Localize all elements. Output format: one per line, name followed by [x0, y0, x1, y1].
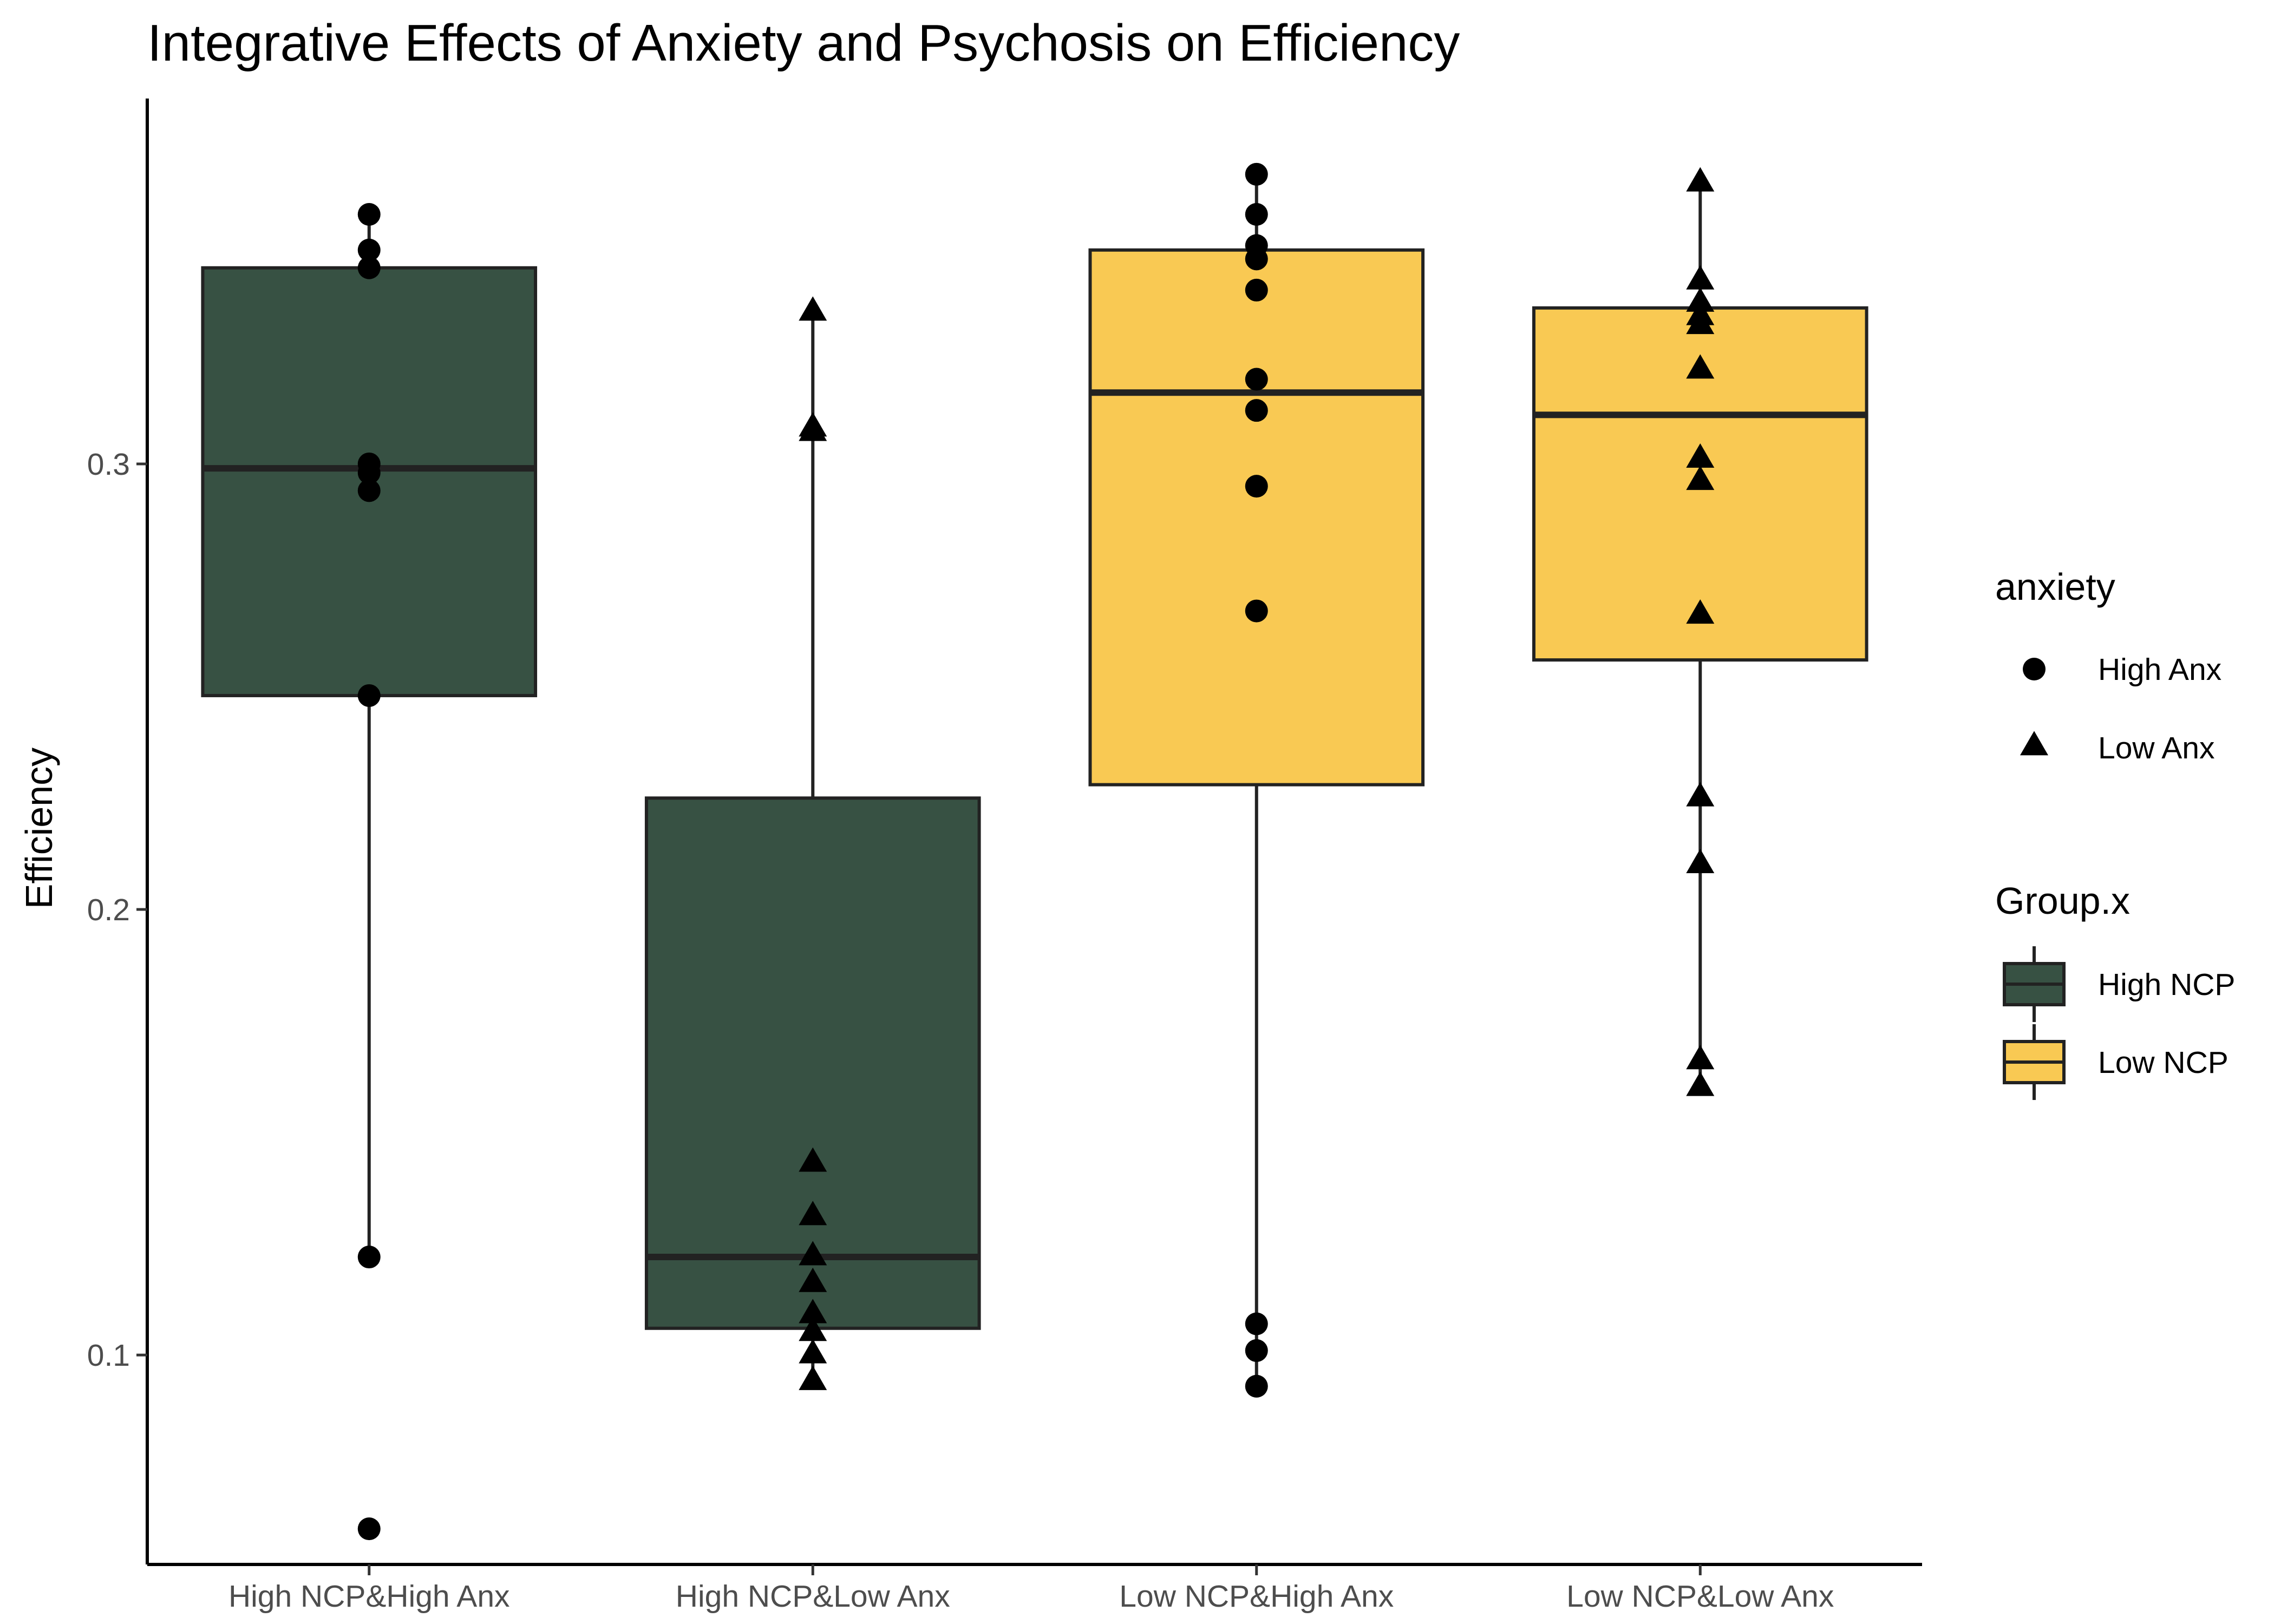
point-low-anx — [1686, 599, 1715, 624]
point-low-anx — [1686, 287, 1715, 312]
legend-label-high-anx: High Anx — [2098, 652, 2221, 687]
legend-key-group-2 — [2003, 1024, 2066, 1100]
point-high-anx — [357, 238, 381, 261]
point-high-anx — [357, 1246, 381, 1269]
plot-area — [201, 162, 1868, 1541]
box-2 — [644, 312, 981, 1382]
point-high-anx — [1245, 162, 1268, 186]
point-low-anx — [1686, 265, 1715, 290]
legend-label-low-anx: Low Anx — [2098, 731, 2214, 765]
point-high-anx — [357, 1517, 381, 1541]
x-tick-label: Low NCP&High Anx — [1119, 1579, 1394, 1614]
point-low-anx — [799, 1365, 827, 1390]
legend-key-group-1 — [2003, 946, 2066, 1022]
point-low-anx — [1686, 849, 1715, 874]
legend-label-group-2: Low NCP — [2098, 1045, 2229, 1080]
y-tick-label: 0.3 — [87, 447, 130, 482]
point-high-anx — [1245, 475, 1268, 498]
point-high-anx — [357, 256, 381, 279]
point-high-anx — [357, 461, 381, 484]
point-low-anx — [1686, 782, 1715, 807]
point-low-anx — [799, 1201, 827, 1226]
axes: 0.1 0.2 0.3 High NCP&High Anx High NCP&Low A… — [87, 99, 1922, 1614]
point-low-anx — [799, 1147, 827, 1172]
points-1 — [357, 203, 381, 1541]
point-low-anx — [799, 1267, 827, 1292]
points-3 — [1245, 162, 1268, 1398]
x-tick-label: High NCP&High Anx — [228, 1579, 510, 1614]
point-low-anx — [1686, 1071, 1715, 1096]
point-low-anx — [799, 1299, 827, 1324]
point-low-anx — [799, 1339, 827, 1364]
y-tick-label: 0.1 — [87, 1338, 130, 1373]
point-high-anx — [357, 684, 381, 707]
points-2 — [799, 296, 827, 1390]
legend-key-high-anx — [2023, 658, 2046, 680]
point-high-anx — [1245, 1374, 1268, 1398]
box-1 — [201, 214, 538, 1258]
legend-label-group-1: High NCP — [2098, 967, 2235, 1002]
x-tick-label: Low NCP&Low Anx — [1566, 1579, 1834, 1614]
point-high-anx — [357, 203, 381, 226]
point-low-anx — [1686, 167, 1715, 192]
point-low-anx — [1686, 466, 1715, 490]
point-low-anx — [799, 1317, 827, 1341]
box-3 — [1088, 174, 1425, 1386]
point-low-anx — [1686, 354, 1715, 379]
legend-title-group: Group.x — [1995, 880, 2130, 922]
point-high-anx — [1245, 599, 1268, 623]
point-high-anx — [1245, 1339, 1268, 1362]
point-high-anx — [1245, 368, 1268, 391]
y-axis-label: Efficiency — [18, 748, 60, 909]
point-high-anx — [357, 479, 381, 502]
legend: anxiety High Anx Low Anx Group.x High NCP Low… — [1995, 566, 2235, 1100]
x-tick-label: High NCP&Low Anx — [676, 1579, 950, 1614]
point-high-anx — [1245, 399, 1268, 422]
legend-title-anxiety: anxiety — [1995, 566, 2115, 608]
point-high-anx — [1245, 203, 1268, 226]
box-iqr — [1088, 248, 1425, 787]
point-low-anx — [1686, 310, 1715, 335]
point-high-anx — [1245, 278, 1268, 302]
point-low-anx — [799, 1241, 827, 1266]
chart-title: Integrative Effects of Anxiety and Psych… — [147, 14, 1460, 72]
points-4 — [1686, 167, 1715, 1096]
point-low-anx — [799, 416, 827, 441]
point-low-anx — [1686, 443, 1715, 468]
point-low-anx — [799, 296, 827, 321]
point-high-anx — [1245, 1312, 1268, 1335]
point-high-anx — [1245, 247, 1268, 271]
point-low-anx — [1686, 1045, 1715, 1070]
y-tick-label: 0.2 — [87, 893, 130, 927]
legend-key-low-anx — [2020, 731, 2048, 756]
